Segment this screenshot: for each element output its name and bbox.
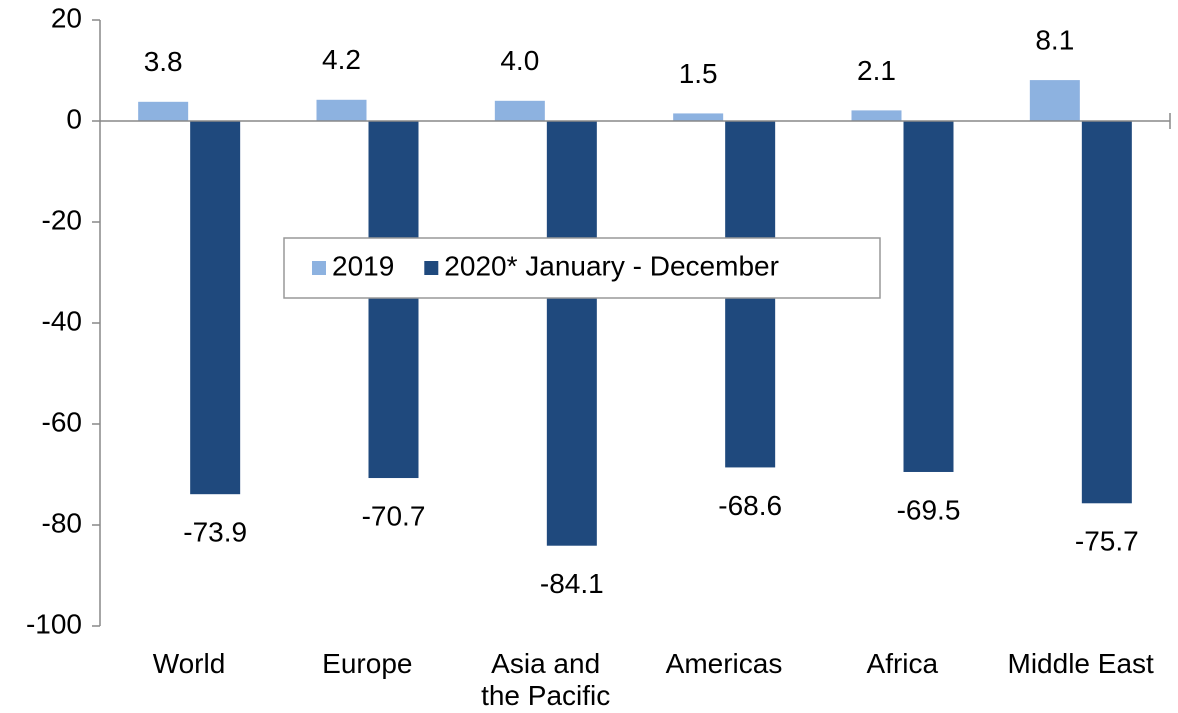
bar — [190, 121, 241, 495]
value-label: -75.7 — [1075, 526, 1139, 557]
bar — [546, 121, 597, 546]
value-label: 8.1 — [1035, 24, 1074, 55]
value-label: 4.2 — [322, 44, 361, 75]
y-tick-label: -60 — [42, 406, 82, 437]
y-tick-label: 20 — [51, 2, 82, 33]
legend-label: 2020* January - December — [444, 250, 779, 281]
value-label: 1.5 — [679, 58, 718, 89]
legend-swatch — [424, 261, 439, 275]
x-tick-label: World — [152, 648, 226, 679]
value-label: -73.9 — [183, 517, 247, 548]
y-tick-label: 0 — [66, 103, 82, 134]
y-tick-label: -20 — [42, 204, 82, 235]
value-label: 2.1 — [857, 55, 896, 86]
bar — [368, 121, 419, 479]
bar — [851, 110, 902, 121]
value-label: -70.7 — [362, 500, 426, 531]
bar — [494, 100, 545, 121]
x-tick-label: Africa — [866, 648, 939, 679]
bar — [1081, 121, 1132, 504]
bar — [138, 101, 189, 121]
legend-label: 2019 — [332, 250, 394, 281]
value-label: 3.8 — [144, 46, 183, 77]
legend-swatch — [312, 261, 326, 275]
x-tick-label: Americas — [665, 648, 783, 679]
value-label: -68.6 — [718, 490, 782, 521]
value-label: -69.5 — [897, 494, 961, 525]
bar — [673, 113, 724, 121]
y-tick-label: -40 — [42, 305, 82, 336]
bar — [1029, 80, 1080, 121]
legend-box — [283, 237, 881, 299]
x-tick-label: Europe — [322, 648, 413, 679]
x-tick-label: Asia and the Pacific — [481, 648, 611, 711]
x-tick-label: Middle East — [1007, 648, 1154, 679]
value-label: -84.1 — [540, 568, 604, 599]
bar — [316, 99, 367, 121]
value-label: 4.0 — [500, 45, 539, 76]
y-tick-label: -80 — [42, 507, 82, 538]
y-tick-label: -100 — [26, 608, 82, 639]
bar — [903, 121, 954, 472]
